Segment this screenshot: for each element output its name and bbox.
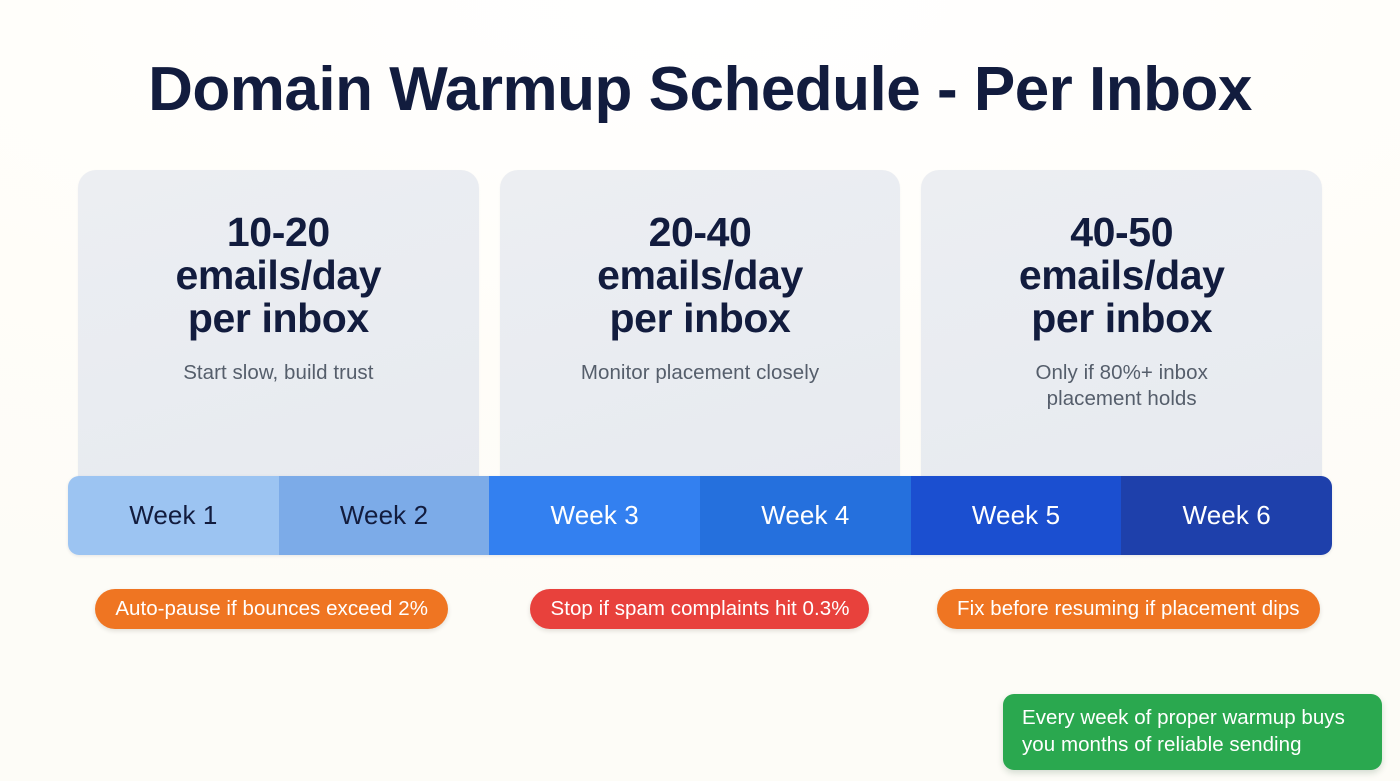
week-segment-5: Week 5 (910, 476, 1122, 555)
stage-card-1: 10-20 emails/day per inbox Start slow, b… (78, 170, 479, 488)
stage-subtext: Start slow, build trust (183, 361, 374, 385)
alert-slot-3: Fix before resuming if placement dips (925, 589, 1332, 629)
alert-pills-row: Auto-pause if bounces exceed 2% Stop if … (68, 589, 1332, 629)
stage-headline: 10-20 emails/day per inbox (175, 209, 382, 342)
stage-cards-row: 10-20 emails/day per inbox Start slow, b… (78, 170, 1323, 488)
stage-card-3: 40-50 emails/day per inbox Only if 80%+ … (921, 170, 1323, 488)
page-title: Domain Warmup Schedule - Per Inbox (148, 55, 1252, 124)
week-segment-4: Week 4 (700, 476, 911, 555)
week-segment-6: Week 6 (1121, 476, 1332, 555)
alert-pill-spam-complaints: Stop if spam complaints hit 0.3% (530, 589, 870, 629)
alert-slot-2: Stop if spam complaints hit 0.3% (496, 589, 903, 629)
alert-pill-placement-dips: Fix before resuming if placement dips (937, 589, 1320, 629)
takeaway-banner: Every week of proper warmup buys you mon… (1003, 694, 1382, 771)
week-segment-2: Week 2 (278, 476, 490, 555)
week-timeline-bar: Week 1 Week 2 Week 3 Week 4 Week 5 Week … (68, 476, 1332, 555)
stage-subtext: Only if 80%+ inbox placement holds (1035, 361, 1208, 411)
week-segment-3: Week 3 (489, 476, 701, 555)
stage-headline: 20-40 emails/day per inbox (597, 209, 803, 342)
week-segment-1: Week 1 (68, 476, 279, 555)
stage-headline: 40-50 emails/day per inbox (1018, 209, 1225, 342)
stage-subtext: Monitor placement closely (580, 361, 820, 385)
alert-slot-1: Auto-pause if bounces exceed 2% (68, 589, 475, 629)
alert-pill-bounces: Auto-pause if bounces exceed 2% (95, 589, 448, 629)
stage-card-2: 20-40 emails/day per inbox Monitor place… (499, 170, 901, 488)
